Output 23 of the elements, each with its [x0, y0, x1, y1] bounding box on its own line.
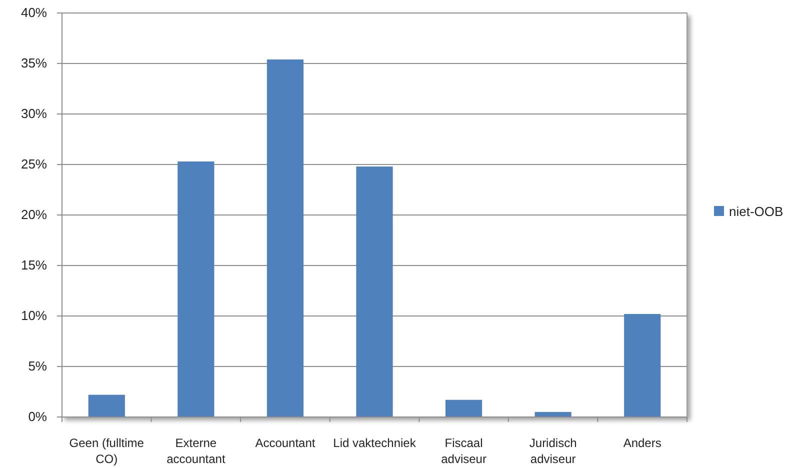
- x-tick-label: Fiscaal adviseur: [441, 436, 486, 466]
- x-tick-label: Anders: [623, 436, 662, 450]
- bar: [445, 400, 482, 417]
- bar: [356, 166, 393, 417]
- y-tick-label: 15%: [20, 258, 48, 273]
- x-tick-label: Juridisch adviseur: [529, 436, 577, 466]
- bar: [624, 314, 661, 417]
- y-tick-label: 35%: [20, 56, 48, 71]
- x-tick-label: Lid vaktechniek: [333, 436, 417, 450]
- bar: [178, 161, 214, 417]
- y-tick-label: 10%: [20, 308, 48, 324]
- legend-label: niet-OOB: [729, 204, 784, 219]
- y-tick-label: 0%: [28, 409, 48, 424]
- y-tick-label: 25%: [20, 156, 48, 172]
- y-tick-label: 20%: [20, 207, 48, 222]
- x-tick-label: Externe accountant: [166, 436, 226, 466]
- y-tick-label: 30%: [20, 106, 48, 122]
- x-tick-label: Accountant: [255, 436, 316, 450]
- bar: [88, 394, 125, 417]
- y-tick-label: 5%: [28, 358, 48, 374]
- y-tick-label: 40%: [20, 5, 48, 20]
- x-tick-label: Geen (fulltime CO): [69, 436, 144, 466]
- bar: [266, 59, 304, 417]
